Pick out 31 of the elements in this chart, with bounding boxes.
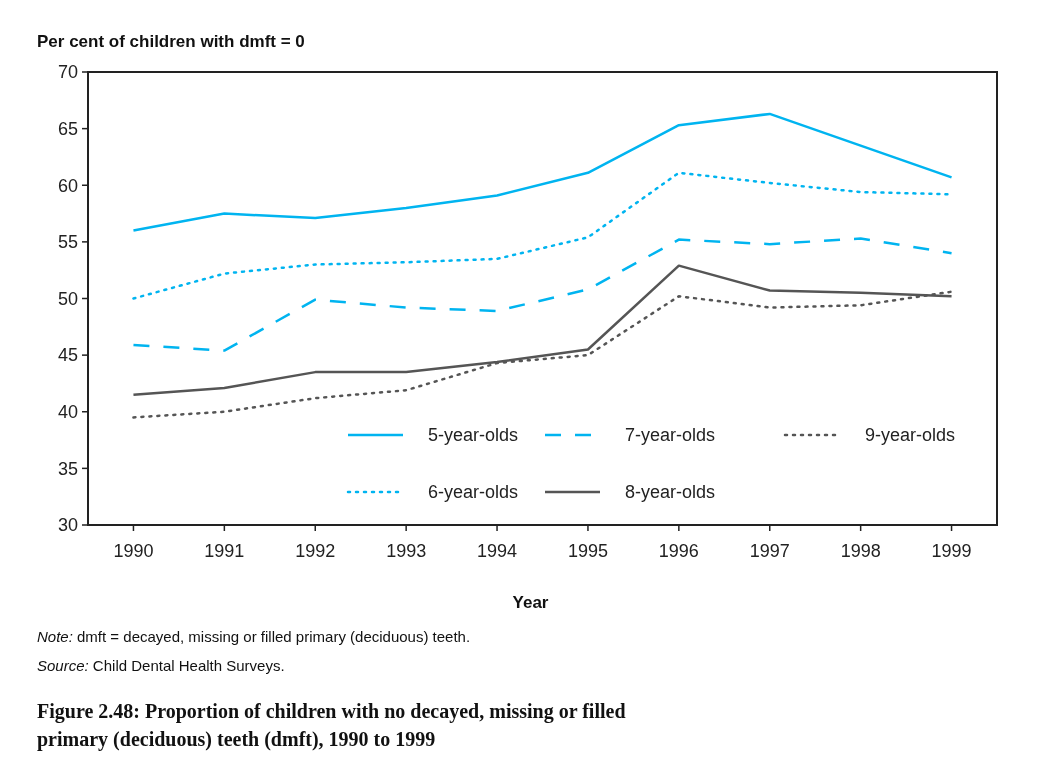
- text: Note: dmft = decayed, missing or filled primary (deciduous) teeth.: [37, 628, 471, 645]
- line-series: [132, 112, 953, 232]
- y-tick-label: 50: [57, 288, 78, 309]
- x-tick-label: 1991: [204, 541, 245, 561]
- x-tick-label: 1994: [477, 541, 518, 561]
- x-tick-label: 1996: [658, 541, 699, 561]
- x-tick-label: 1998: [840, 541, 881, 561]
- legend-label: 7-year-olds: [625, 425, 716, 446]
- source-note: Source: Child Dental Health Surveys.: [37, 657, 285, 674]
- x-tick-label: 1992: [295, 541, 336, 561]
- x-axis-title: Year: [512, 593, 549, 612]
- legend-label: 6-year-olds: [428, 482, 519, 503]
- y-axis-title: Per cent of children with dmft = 0: [37, 32, 305, 51]
- y-tick-label: 65: [57, 118, 78, 139]
- x-tick-label: 1997: [749, 541, 790, 561]
- legend-label: 9-year-olds: [865, 425, 956, 446]
- y-tick-label: 45: [57, 345, 78, 366]
- y-tick-label: 40: [57, 402, 78, 423]
- legend-label: 8-year-olds: [625, 482, 716, 503]
- legend-label: 5-year-olds: [428, 425, 519, 446]
- y-tick-label: 70: [57, 62, 78, 83]
- y-tick-label: 35: [57, 458, 78, 479]
- x-tick-label: 1999: [931, 541, 972, 561]
- text: Figure 2.48: Proportion of children with no decayed, missing or filled primary (deciduous) teeth (dmft), 1990 to 1999: [37, 700, 626, 751]
- x-tick-label: 1990: [113, 541, 154, 561]
- x-tick-label: 1995: [567, 541, 608, 561]
- x-tick-label: 1993: [386, 541, 427, 561]
- line-series: [132, 237, 953, 352]
- y-tick-label: 55: [57, 232, 78, 253]
- y-tick-label: 60: [57, 175, 78, 196]
- y-tick-label: 30: [57, 515, 78, 536]
